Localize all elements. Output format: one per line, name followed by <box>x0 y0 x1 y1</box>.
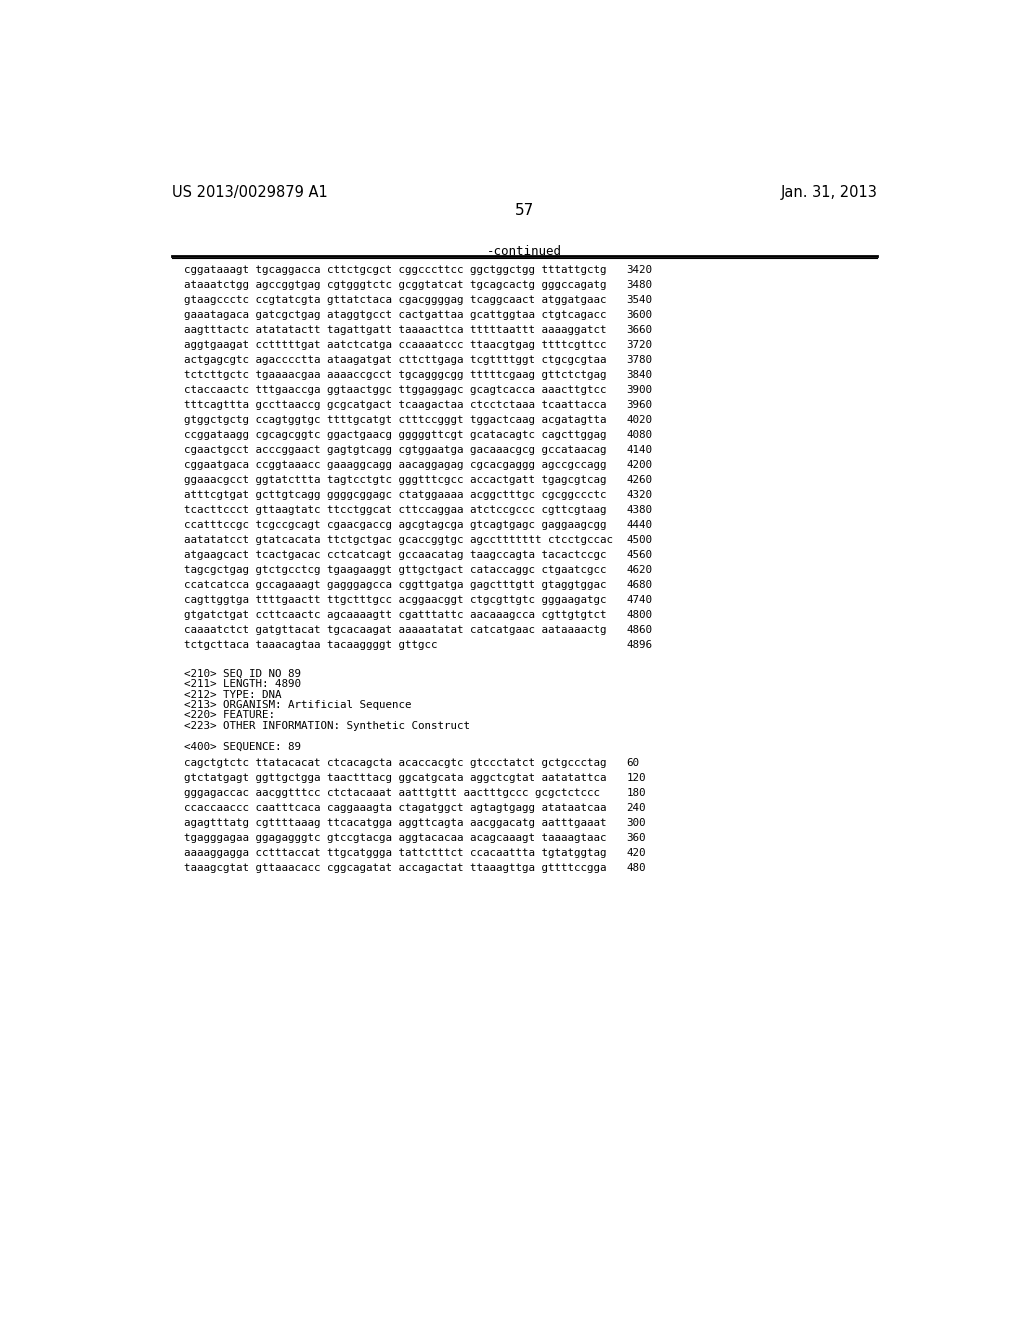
Text: 4260: 4260 <box>627 475 652 484</box>
Text: <220> FEATURE:: <220> FEATURE: <box>183 710 274 721</box>
Text: taaagcgtat gttaaacacc cggcagatat accagactat ttaaagttga gttttccgga: taaagcgtat gttaaacacc cggcagatat accagac… <box>183 863 606 874</box>
Text: caaaatctct gatgttacat tgcacaagat aaaaatatat catcatgaac aataaaactg: caaaatctct gatgttacat tgcacaagat aaaaata… <box>183 626 606 635</box>
Text: 3540: 3540 <box>627 294 652 305</box>
Text: 4500: 4500 <box>627 535 652 545</box>
Text: 3840: 3840 <box>627 370 652 380</box>
Text: 4620: 4620 <box>627 565 652 576</box>
Text: aagtttactc atatatactt tagattgatt taaaacttca tttttaattt aaaaggatct: aagtttactc atatatactt tagattgatt taaaact… <box>183 325 606 335</box>
Text: 4440: 4440 <box>627 520 652 529</box>
Text: 300: 300 <box>627 818 646 828</box>
Text: 3960: 3960 <box>627 400 652 409</box>
Text: 4800: 4800 <box>627 610 652 620</box>
Text: tctgcttaca taaacagtaa tacaaggggt gttgcc: tctgcttaca taaacagtaa tacaaggggt gttgcc <box>183 640 437 649</box>
Text: 4380: 4380 <box>627 506 652 515</box>
Text: agagtttatg cgttttaaag ttcacatgga aggttcagta aacggacatg aatttgaaat: agagtttatg cgttttaaag ttcacatgga aggttca… <box>183 818 606 828</box>
Text: aaaaggagga cctttaccat ttgcatggga tattctttct ccacaattta tgtatggtag: aaaaggagga cctttaccat ttgcatggga tattctt… <box>183 849 606 858</box>
Text: 120: 120 <box>627 774 646 783</box>
Text: 180: 180 <box>627 788 646 799</box>
Text: tgagggagaa ggagagggtc gtccgtacga aggtacacaa acagcaaagt taaaagtaac: tgagggagaa ggagagggtc gtccgtacga aggtaca… <box>183 833 606 843</box>
Text: 60: 60 <box>627 758 639 768</box>
Text: tctcttgctc tgaaaacgaa aaaaccgcct tgcagggcgg tttttcgaag gttctctgag: tctcttgctc tgaaaacgaa aaaaccgcct tgcaggg… <box>183 370 606 380</box>
Text: 3720: 3720 <box>627 339 652 350</box>
Text: 3900: 3900 <box>627 385 652 395</box>
Text: 4140: 4140 <box>627 445 652 455</box>
Text: <210> SEQ ID NO 89: <210> SEQ ID NO 89 <box>183 669 301 678</box>
Text: US 2013/0029879 A1: US 2013/0029879 A1 <box>172 185 328 201</box>
Text: cggataaagt tgcaggacca cttctgcgct cggcccttcc ggctggctgg tttattgctg: cggataaagt tgcaggacca cttctgcgct cggccct… <box>183 264 606 275</box>
Text: 240: 240 <box>627 804 646 813</box>
Text: ccatttccgc tcgccgcagt cgaacgaccg agcgtagcga gtcagtgagc gaggaagcgg: ccatttccgc tcgccgcagt cgaacgaccg agcgtag… <box>183 520 606 529</box>
Text: 4740: 4740 <box>627 595 652 605</box>
Text: ggaaacgcct ggtatcttta tagtcctgtc gggtttcgcc accactgatt tgagcgtcag: ggaaacgcct ggtatcttta tagtcctgtc gggtttc… <box>183 475 606 484</box>
Text: Jan. 31, 2013: Jan. 31, 2013 <box>780 185 878 201</box>
Text: ctaccaactc tttgaaccga ggtaactggc ttggaggagc gcagtcacca aaacttgtcc: ctaccaactc tttgaaccga ggtaactggc ttggagg… <box>183 385 606 395</box>
Text: gtgatctgat ccttcaactc agcaaaagtt cgatttattc aacaaagcca cgttgtgtct: gtgatctgat ccttcaactc agcaaaagtt cgattta… <box>183 610 606 620</box>
Text: gggagaccac aacggtttcc ctctacaaat aatttgttt aactttgccc gcgctctccc: gggagaccac aacggtttcc ctctacaaat aatttgt… <box>183 788 600 799</box>
Text: gaaatagaca gatcgctgag ataggtgcct cactgattaa gcattggtaa ctgtcagacc: gaaatagaca gatcgctgag ataggtgcct cactgat… <box>183 310 606 319</box>
Text: 3780: 3780 <box>627 355 652 364</box>
Text: 4020: 4020 <box>627 414 652 425</box>
Text: ccaccaaccc caatttcaca caggaaagta ctagatggct agtagtgagg atataatcaa: ccaccaaccc caatttcaca caggaaagta ctagatg… <box>183 804 606 813</box>
Text: 3420: 3420 <box>627 264 652 275</box>
Text: aggtgaagat cctttttgat aatctcatga ccaaaatccc ttaacgtgag ttttcgttcc: aggtgaagat cctttttgat aatctcatga ccaaaat… <box>183 339 606 350</box>
Text: 57: 57 <box>515 203 535 218</box>
Text: cgaactgcct acccggaact gagtgtcagg cgtggaatga gacaaacgcg gccataacag: cgaactgcct acccggaact gagtgtcagg cgtggaa… <box>183 445 606 455</box>
Text: 3600: 3600 <box>627 310 652 319</box>
Text: actgagcgtc agacccctta ataagatgat cttcttgaga tcgttttggt ctgcgcgtaa: actgagcgtc agacccctta ataagatgat cttcttg… <box>183 355 606 364</box>
Text: tcacttccct gttaagtatc ttcctggcat cttccaggaa atctccgccc cgttcgtaag: tcacttccct gttaagtatc ttcctggcat cttccag… <box>183 506 606 515</box>
Text: cggaatgaca ccggtaaacc gaaaggcagg aacaggagag cgcacgaggg agccgccagg: cggaatgaca ccggtaaacc gaaaggcagg aacagga… <box>183 459 606 470</box>
Text: <213> ORGANISM: Artificial Sequence: <213> ORGANISM: Artificial Sequence <box>183 700 412 710</box>
Text: 420: 420 <box>627 849 646 858</box>
Text: -continued: -continued <box>487 244 562 257</box>
Text: ataaatctgg agccggtgag cgtgggtctc gcggtatcat tgcagcactg gggccagatg: ataaatctgg agccggtgag cgtgggtctc gcggtat… <box>183 280 606 289</box>
Text: 3480: 3480 <box>627 280 652 289</box>
Text: <211> LENGTH: 4890: <211> LENGTH: 4890 <box>183 680 301 689</box>
Text: 4896: 4896 <box>627 640 652 649</box>
Text: atttcgtgat gcttgtcagg ggggcggagc ctatggaaaa acggctttgc cgcggccctc: atttcgtgat gcttgtcagg ggggcggagc ctatgga… <box>183 490 606 500</box>
Text: <400> SEQUENCE: 89: <400> SEQUENCE: 89 <box>183 742 301 751</box>
Text: atgaagcact tcactgacac cctcatcagt gccaacatag taagccagta tacactccgc: atgaagcact tcactgacac cctcatcagt gccaaca… <box>183 550 606 560</box>
Text: <212> TYPE: DNA: <212> TYPE: DNA <box>183 689 282 700</box>
Text: ccatcatcca gccagaaagt gagggagcca cggttgatga gagctttgtt gtaggtggac: ccatcatcca gccagaaagt gagggagcca cggttga… <box>183 579 606 590</box>
Text: aatatatcct gtatcacata ttctgctgac gcaccggtgc agccttttttt ctcctgccac: aatatatcct gtatcacata ttctgctgac gcaccgg… <box>183 535 612 545</box>
Text: 480: 480 <box>627 863 646 874</box>
Text: 360: 360 <box>627 833 646 843</box>
Text: 4320: 4320 <box>627 490 652 500</box>
Text: tttcagttta gccttaaccg gcgcatgact tcaagactaa ctcctctaaa tcaattacca: tttcagttta gccttaaccg gcgcatgact tcaagac… <box>183 400 606 409</box>
Text: <223> OTHER INFORMATION: Synthetic Construct: <223> OTHER INFORMATION: Synthetic Const… <box>183 721 470 731</box>
Text: cagttggtga ttttgaactt ttgctttgcc acggaacggt ctgcgttgtc gggaagatgc: cagttggtga ttttgaactt ttgctttgcc acggaac… <box>183 595 606 605</box>
Text: gtggctgctg ccagtggtgc ttttgcatgt ctttccgggt tggactcaag acgatagtta: gtggctgctg ccagtggtgc ttttgcatgt ctttccg… <box>183 414 606 425</box>
Text: gtctatgagt ggttgctgga taactttacg ggcatgcata aggctcgtat aatatattca: gtctatgagt ggttgctgga taactttacg ggcatgc… <box>183 774 606 783</box>
Text: 3660: 3660 <box>627 325 652 335</box>
Text: gtaagccctc ccgtatcgta gttatctaca cgacggggag tcaggcaact atggatgaac: gtaagccctc ccgtatcgta gttatctaca cgacggg… <box>183 294 606 305</box>
Text: 4080: 4080 <box>627 430 652 440</box>
Text: 4860: 4860 <box>627 626 652 635</box>
Text: 4680: 4680 <box>627 579 652 590</box>
Text: tagcgctgag gtctgcctcg tgaagaaggt gttgctgact cataccaggc ctgaatcgcc: tagcgctgag gtctgcctcg tgaagaaggt gttgctg… <box>183 565 606 576</box>
Text: ccggataagg cgcagcggtc ggactgaacg gggggttcgt gcatacagtc cagcttggag: ccggataagg cgcagcggtc ggactgaacg gggggtt… <box>183 430 606 440</box>
Text: cagctgtctc ttatacacat ctcacagcta acaccacgtc gtccctatct gctgccctag: cagctgtctc ttatacacat ctcacagcta acaccac… <box>183 758 606 768</box>
Text: 4560: 4560 <box>627 550 652 560</box>
Text: 4200: 4200 <box>627 459 652 470</box>
